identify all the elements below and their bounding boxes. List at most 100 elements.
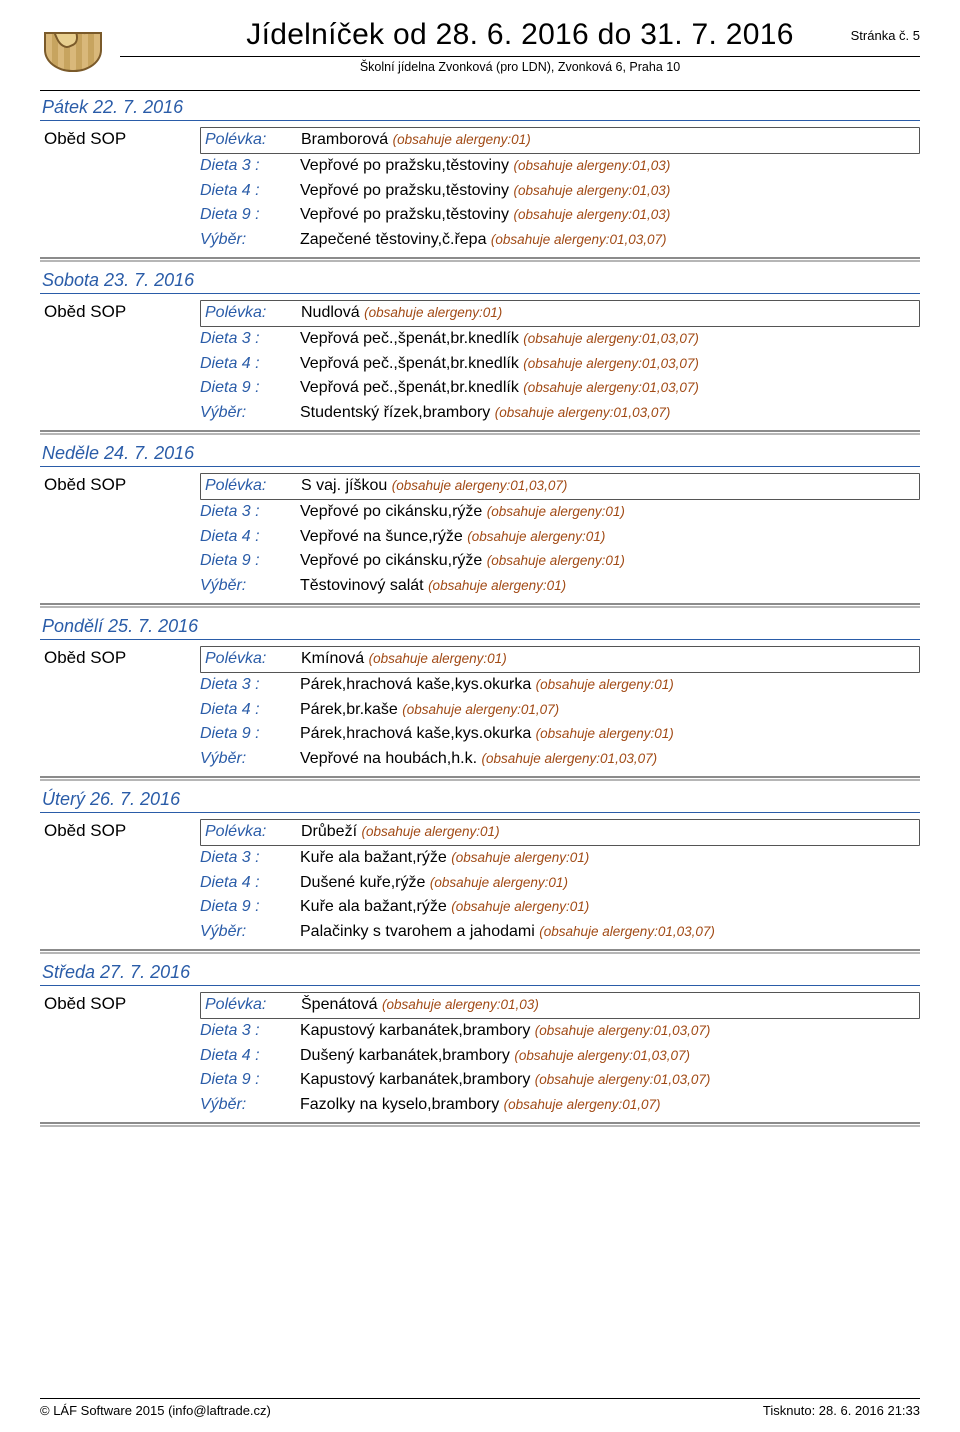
dish-name: Vepřové po pražsku,těstoviny bbox=[300, 157, 513, 174]
page-number: Stránka č. 5 bbox=[851, 28, 920, 43]
meal-row: Dieta 9 :Vepřové po pražsku,těstoviny (o… bbox=[200, 203, 920, 228]
allergen-note: (obsahuje alergeny:01,03,07) bbox=[523, 356, 699, 371]
dish-name: Vepřové na šunce,rýže bbox=[300, 528, 467, 545]
meal-name: Oběd SOP bbox=[40, 473, 200, 495]
dish-name: Dušený karbanátek,brambory bbox=[300, 1047, 514, 1064]
row-label: Polévka: bbox=[205, 820, 301, 845]
row-label: Výběr: bbox=[200, 1093, 300, 1118]
row-label: Dieta 9 : bbox=[200, 549, 300, 574]
meal-rows: Polévka:Špenátová (obsahuje alergeny:01,… bbox=[200, 992, 920, 1118]
row-label: Dieta 3 : bbox=[200, 846, 300, 871]
row-label: Polévka: bbox=[205, 128, 301, 153]
row-label: Polévka: bbox=[205, 993, 301, 1018]
polevka-box: Polévka:Kmínová (obsahuje alergeny:01) bbox=[200, 646, 920, 673]
dish-name: Vepřová peč.,špenát,br.knedlík bbox=[300, 379, 523, 396]
row-value: Vepřové po pražsku,těstoviny (obsahuje a… bbox=[300, 203, 920, 228]
meal-row: Výběr:Těstovinový salát (obsahuje alerge… bbox=[200, 574, 920, 599]
meal-row: Dieta 3 :Vepřová peč.,špenát,br.knedlík … bbox=[200, 327, 920, 352]
day-separator bbox=[40, 1122, 920, 1127]
dish-name: Párek,hrachová kaše,kys.okurka bbox=[300, 725, 536, 742]
meal-row: Polévka:Bramborová (obsahuje alergeny:01… bbox=[200, 127, 920, 154]
bread-basket-icon bbox=[40, 12, 120, 72]
row-label: Dieta 3 : bbox=[200, 154, 300, 179]
meal-row: Dieta 9 :Vepřová peč.,špenát,br.knedlík … bbox=[200, 376, 920, 401]
row-value: Vepřové na houbách,h.k. (obsahuje alerge… bbox=[300, 747, 920, 772]
page-subtitle: Školní jídelna Zvonková (pro LDN), Zvonk… bbox=[120, 60, 920, 74]
row-value: Vepřové na šunce,rýže (obsahuje alergeny… bbox=[300, 525, 920, 550]
row-value: Dušené kuře,rýže (obsahuje alergeny:01) bbox=[300, 871, 920, 896]
meal-grid: Oběd SOPPolévka:Nudlová (obsahuje alerge… bbox=[40, 300, 920, 426]
polevka-box: Polévka:Bramborová (obsahuje alergeny:01… bbox=[200, 127, 920, 154]
row-label: Výběr: bbox=[200, 747, 300, 772]
allergen-note: (obsahuje alergeny:01) bbox=[487, 553, 625, 568]
row-value: Vepřová peč.,špenát,br.knedlík (obsahuje… bbox=[300, 352, 920, 377]
day-block: Neděle 24. 7. 2016 Oběd SOPPolévka:S vaj.… bbox=[40, 443, 920, 608]
allergen-note: (obsahuje alergeny:01,03) bbox=[513, 183, 670, 198]
day-header-rule bbox=[40, 466, 920, 467]
allergen-note: (obsahuje alergeny:01,03,07) bbox=[523, 380, 699, 395]
footer-left: © LÁF Software 2015 (info@laftrade.cz) bbox=[40, 1403, 271, 1418]
day-separator bbox=[40, 257, 920, 262]
polevka-box: Polévka:Špenátová (obsahuje alergeny:01,… bbox=[200, 992, 920, 1019]
dish-name: Párek,hrachová kaše,kys.okurka bbox=[300, 676, 536, 693]
meal-row: Výběr:Studentský řízek,brambory (obsahuj… bbox=[200, 401, 920, 426]
dish-name: Párek,br.kaše bbox=[300, 701, 402, 718]
day-block: Pondělí 25. 7. 2016Oběd SOPPolévka:Kmíno… bbox=[40, 616, 920, 781]
row-label: Dieta 4 : bbox=[200, 698, 300, 723]
meal-rows: Polévka:Drůbeží (obsahuje alergeny:01)Di… bbox=[200, 819, 920, 945]
meal-row: Polévka:Špenátová (obsahuje alergeny:01,… bbox=[200, 992, 920, 1019]
dish-name: Vepřová peč.,špenát,br.knedlík bbox=[300, 355, 523, 372]
dish-name: Palačinky s tvarohem a jahodami bbox=[300, 923, 539, 940]
dish-name: Kapustový karbanátek,brambory bbox=[300, 1022, 535, 1039]
dish-name: Fazolky na kyselo,brambory bbox=[300, 1096, 504, 1113]
row-label: Dieta 9 : bbox=[200, 895, 300, 920]
row-label: Dieta 9 : bbox=[200, 203, 300, 228]
dish-name: S vaj. jíškou bbox=[301, 477, 392, 494]
row-value: Kuře ala bažant,rýže (obsahuje alergeny:… bbox=[300, 895, 920, 920]
row-value: Kapustový karbanátek,brambory (obsahuje … bbox=[300, 1019, 920, 1044]
day-separator bbox=[40, 949, 920, 954]
row-value: Těstovinový salát (obsahuje alergeny:01) bbox=[300, 574, 920, 599]
meal-row: Dieta 4 :Dušený karbanátek,brambory (obs… bbox=[200, 1044, 920, 1069]
day-header: Neděle 24. 7. 2016 bbox=[42, 443, 920, 464]
dish-name: Kuře ala bažant,rýže bbox=[300, 898, 451, 915]
allergen-note: (obsahuje alergeny:01,03,07) bbox=[535, 1072, 711, 1087]
meal-name: Oběd SOP bbox=[40, 992, 200, 1014]
row-value: Kuře ala bažant,rýže (obsahuje alergeny:… bbox=[300, 846, 920, 871]
meal-row: Polévka:Kmínová (obsahuje alergeny:01) bbox=[200, 646, 920, 673]
meal-rows: Polévka:S vaj. jíškou (obsahuje alergeny… bbox=[200, 473, 920, 599]
day-header-rule bbox=[40, 120, 920, 121]
allergen-note: (obsahuje alergeny:01) bbox=[451, 899, 589, 914]
meal-row: Dieta 9 :Párek,hrachová kaše,kys.okurka … bbox=[200, 722, 920, 747]
title-rule bbox=[120, 56, 920, 57]
day-block: Pátek 22. 7. 2016Oběd SOPPolévka:Brambor… bbox=[40, 97, 920, 262]
row-label: Polévka: bbox=[205, 301, 301, 326]
meal-row: Dieta 3 :Kapustový karbanátek,brambory (… bbox=[200, 1019, 920, 1044]
meal-row: Dieta 4 :Vepřová peč.,špenát,br.knedlík … bbox=[200, 352, 920, 377]
allergen-note: (obsahuje alergeny:01,03) bbox=[382, 997, 539, 1012]
header: Jídelníček od 28. 6. 2016 do 31. 7. 2016… bbox=[40, 12, 920, 74]
meal-row: Dieta 9 :Kapustový karbanátek,brambory (… bbox=[200, 1068, 920, 1093]
meal-row: Výběr:Fazolky na kyselo,brambory (obsahu… bbox=[200, 1093, 920, 1118]
row-value: Drůbeží (obsahuje alergeny:01) bbox=[301, 820, 913, 845]
meal-row: Dieta 3 :Párek,hrachová kaše,kys.okurka … bbox=[200, 673, 920, 698]
dish-name: Vepřové po cikánsku,rýže bbox=[300, 552, 487, 569]
allergen-note: (obsahuje alergeny:01,03) bbox=[513, 158, 670, 173]
dish-name: Těstovinový salát bbox=[300, 577, 428, 594]
allergen-note: (obsahuje alergeny:01) bbox=[364, 305, 502, 320]
row-label: Dieta 4 : bbox=[200, 525, 300, 550]
allergen-note: (obsahuje alergeny:01) bbox=[536, 726, 674, 741]
page-title: Jídelníček od 28. 6. 2016 do 31. 7. 2016 bbox=[120, 18, 920, 52]
row-label: Výběr: bbox=[200, 228, 300, 253]
meal-row: Polévka:Nudlová (obsahuje alergeny:01) bbox=[200, 300, 920, 327]
allergen-note: (obsahuje alergeny:01) bbox=[430, 875, 568, 890]
meal-row: Polévka:S vaj. jíškou (obsahuje alergeny… bbox=[200, 473, 920, 500]
polevka-box: Polévka:Drůbeží (obsahuje alergeny:01) bbox=[200, 819, 920, 846]
day-separator bbox=[40, 430, 920, 435]
dish-name: Vepřové na houbách,h.k. bbox=[300, 750, 481, 767]
meal-grid: Oběd SOPPolévka:Špenátová (obsahuje aler… bbox=[40, 992, 920, 1118]
day-block: Úterý 26. 7. 2016Oběd SOPPolévka:Drůbeží… bbox=[40, 789, 920, 954]
row-label: Výběr: bbox=[200, 920, 300, 945]
allergen-note: (obsahuje alergeny:01) bbox=[451, 850, 589, 865]
allergen-note: (obsahuje alergeny:01,03,07) bbox=[535, 1023, 711, 1038]
